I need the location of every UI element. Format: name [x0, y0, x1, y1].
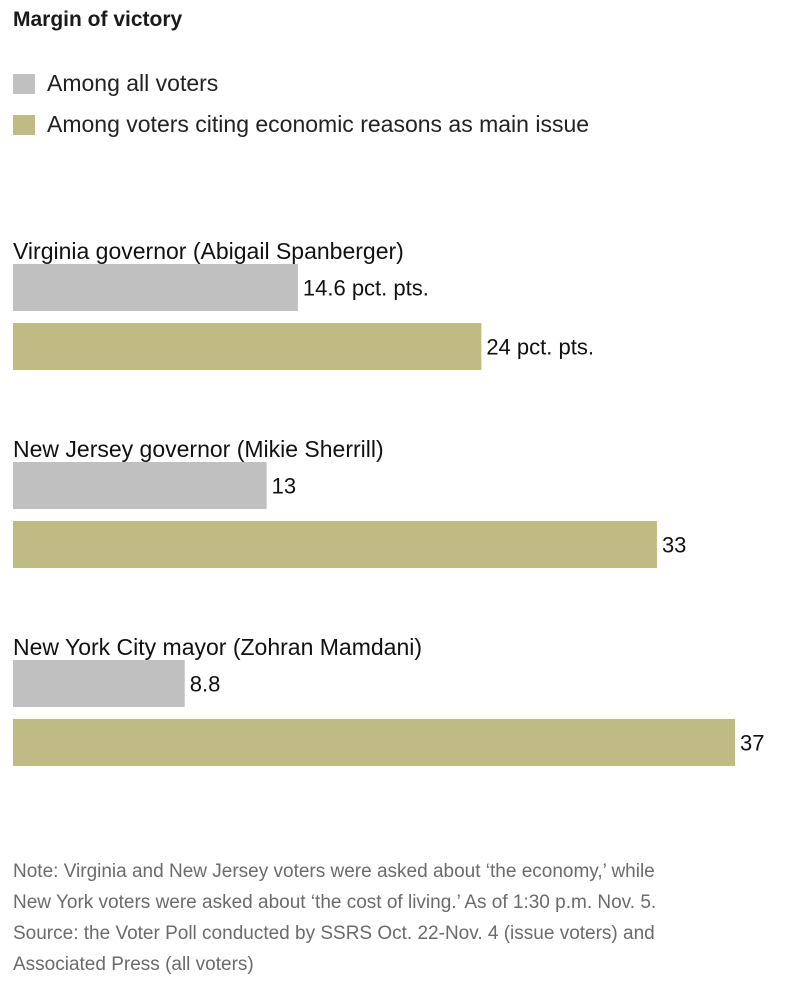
data-label: 13 [272, 474, 296, 499]
note-line: Associated Press (all voters) [13, 954, 254, 975]
data-label: 37 [740, 731, 764, 756]
legend-item-all-voters: Among all voters [13, 70, 218, 97]
chart-title: Margin of victory [13, 8, 183, 31]
legend-label-all-voters: Among all voters [47, 70, 219, 96]
legend-label-economic-voters: Among voters citing economic reasons as … [47, 111, 590, 137]
bar [13, 521, 657, 568]
data-label: 24 pct. pts. [486, 335, 594, 360]
chart-note: Note: Virginia and New Jersey voters wer… [13, 856, 773, 980]
note-line: Note: Virginia and New Jersey voters wer… [13, 861, 655, 882]
data-label: 33 [662, 533, 686, 558]
legend-item-economic-voters: Among voters citing economic reasons as … [13, 111, 589, 138]
bar [13, 719, 735, 766]
category-label: Virginia governor (Abigail Spanberger) [13, 238, 404, 264]
note-line: New York voters were asked about ‘the co… [13, 892, 657, 913]
bar-chart: Virginia governor (Abigail Spanberger) 14… [13, 238, 764, 766]
legend-swatch-economic-voters [13, 114, 35, 135]
bar [13, 462, 267, 509]
legend-swatch-all-voters [13, 73, 35, 94]
note-line: Source: the Voter Poll conducted by SSRS… [13, 923, 655, 944]
category-label: New York City mayor (Zohran Mamdani) [13, 634, 422, 660]
bar [13, 264, 298, 311]
bar [13, 660, 185, 707]
bar [13, 323, 482, 370]
data-label: 8.8 [190, 672, 221, 697]
category-label: New Jersey governor (Mikie Sherrill) [13, 436, 384, 462]
data-label: 14.6 pct. pts. [303, 276, 429, 301]
